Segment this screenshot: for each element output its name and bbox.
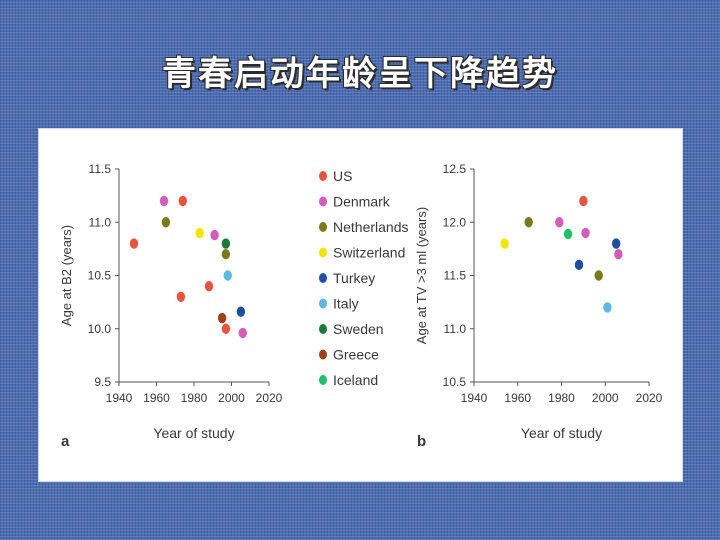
figure-svg: 9.5 10.0 10.5 11.0 11.5 1940 1960 1980 2000 2020 Y… (59, 162, 663, 450)
legend-marker-us (319, 171, 327, 181)
data-point-us (129, 238, 139, 249)
data-point-italy (603, 302, 612, 313)
legend-label-netherlands: Netherlands (333, 219, 409, 235)
data-point-netherlands (161, 217, 171, 228)
legend-marker-italy (319, 298, 327, 309)
legend-label-switzerland: Switzerland (333, 245, 405, 261)
data-point-denmark (159, 195, 169, 207)
y-tick-label: 9.5 (94, 375, 111, 389)
data-point-iceland (563, 228, 573, 240)
data-point-denmark (555, 217, 564, 228)
legend-label-iceland: Iceland (333, 372, 378, 388)
slide-title: 青春启动年龄呈下降趋势 (162, 54, 558, 94)
data-point-netherlands (594, 270, 603, 281)
y-tick-label: 10.5 (88, 269, 112, 283)
y-tick-label: 11.0 (444, 322, 467, 336)
legend-marker-sweden (319, 324, 327, 334)
data-point-greece (217, 312, 227, 324)
legend-marker-turkey (319, 273, 327, 283)
x-tick-label: 1960 (143, 391, 170, 405)
data-point-turkey (236, 306, 246, 317)
legend-label-turkey: Turkey (333, 270, 375, 286)
data-point-us (579, 195, 588, 207)
x-tick-label: 1940 (461, 391, 488, 405)
data-point-netherlands (524, 217, 533, 228)
y-axis-title: Age at TV >3 ml (years) (414, 207, 429, 344)
y-tick-label: 12.0 (443, 215, 467, 229)
y-tick-label: 11.0 (89, 215, 112, 229)
x-tick-label: 2020 (636, 391, 663, 405)
x-tick-label: 2020 (256, 391, 283, 405)
data-point-sweden (221, 238, 231, 249)
x-tick-label: 2000 (592, 391, 619, 405)
y-tick-label: 12.5 (443, 162, 467, 176)
legend-marker-denmark (319, 196, 327, 207)
x-tick-label: 1940 (106, 391, 133, 405)
legend-label-italy: Italy (333, 296, 359, 312)
x-tick-label: 1960 (504, 391, 531, 405)
legend-label-us: US (333, 168, 352, 184)
data-point-turkey (611, 238, 621, 249)
data-point-turkey (574, 259, 584, 271)
data-point-us (176, 291, 186, 302)
legend-label-greece: Greece (333, 347, 379, 363)
data-point-us (221, 323, 231, 334)
y-tick-label: 10.5 (443, 375, 467, 389)
x-tick-label: 1980 (181, 391, 208, 405)
legend-marker-switzerland (319, 247, 327, 258)
legend-marker-iceland (319, 375, 327, 385)
data-point-denmark (210, 229, 219, 241)
data-point-us (178, 195, 187, 207)
data-point-switzerland (500, 238, 509, 249)
y-tick-label: 11.5 (444, 269, 467, 283)
data-point-us (204, 280, 214, 292)
data-point-italy (223, 270, 232, 281)
legend-label-denmark: Denmark (333, 194, 391, 210)
data-point-denmark (581, 227, 590, 239)
legend-marker-greece (319, 349, 327, 360)
legend-marker-netherlands (319, 222, 327, 232)
data-point-netherlands (221, 249, 231, 260)
panel-label: b (417, 433, 426, 450)
figure-panel: 9.5 10.0 10.5 11.0 11.5 1940 1960 1980 2000 2020 Y… (38, 128, 683, 482)
panel-label: a (61, 433, 70, 450)
x-tick-label: 2000 (218, 391, 245, 405)
y-tick-label: 11.5 (89, 162, 112, 176)
data-point-denmark (238, 327, 247, 339)
x-axis-title: Year of study (521, 425, 602, 441)
data-point-denmark (614, 249, 623, 260)
x-axis-title: Year of study (153, 425, 234, 441)
x-tick-label: 1980 (548, 391, 575, 405)
data-point-switzerland (195, 227, 204, 239)
y-tick-label: 10.0 (88, 322, 112, 336)
legend-label-sweden: Sweden (333, 321, 384, 337)
y-axis-title: Age at B2 (years) (59, 225, 74, 326)
